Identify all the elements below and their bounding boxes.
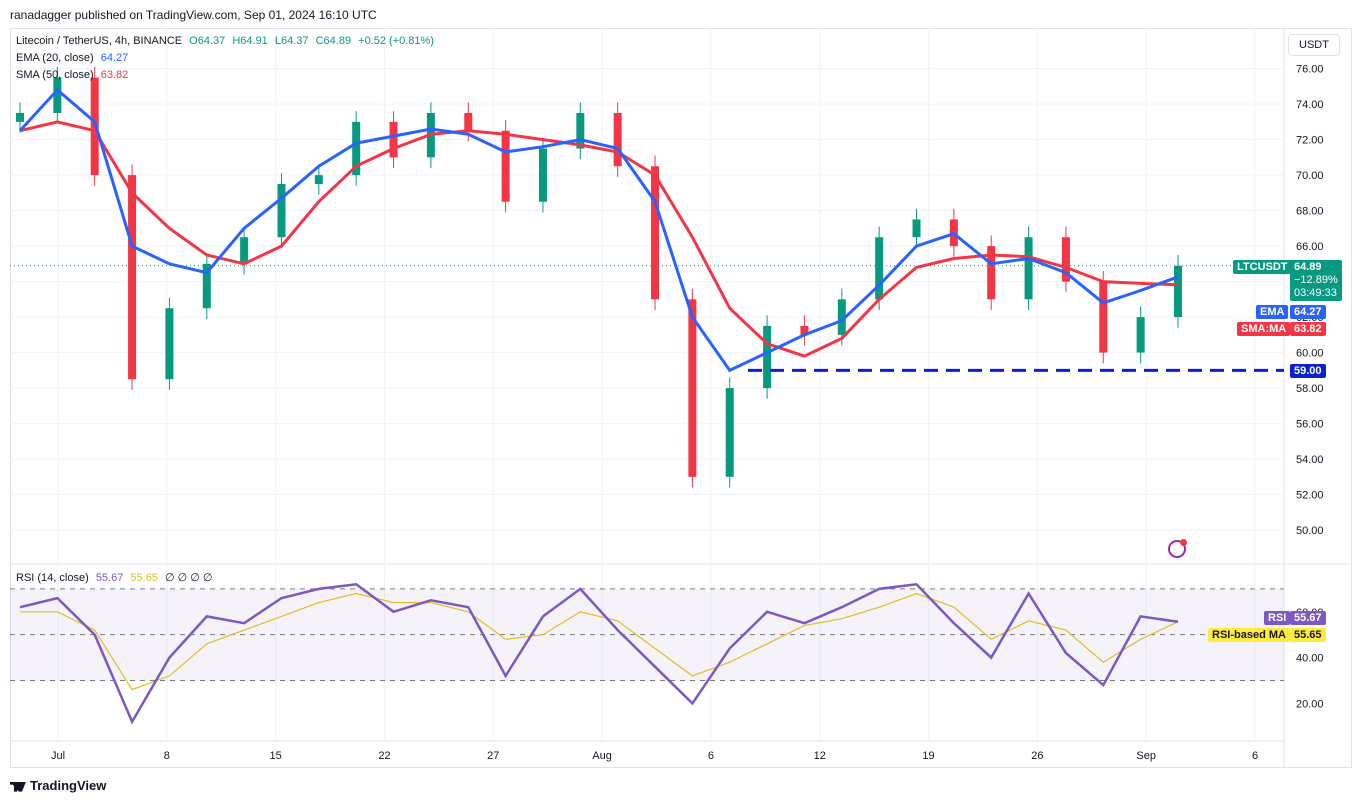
sma-line	[19, 120, 1179, 358]
high-value: H64.91	[232, 35, 268, 47]
tradingview-logo-icon	[10, 781, 26, 792]
support-tag: 59.00	[1290, 364, 1326, 378]
ema-tag: EMA	[1256, 305, 1289, 319]
candle-body	[389, 121, 398, 158]
candle-body	[800, 325, 809, 335]
price-tick-label: 76.00	[1296, 64, 1324, 76]
price-tick-label: 54.00	[1296, 454, 1324, 466]
price-tag-pct: −12.89%	[1294, 274, 1338, 286]
rsi-ma-line	[20, 592, 1179, 691]
time-tick-label: 6	[708, 750, 714, 762]
candle-body	[16, 112, 24, 122]
low-value: L64.37	[274, 35, 309, 47]
rsi-tag: RSI	[1264, 611, 1291, 625]
price-tag-value: 64.89	[1294, 261, 1322, 273]
sma-tag: SMA:MA	[1237, 322, 1291, 336]
candle-body	[1061, 237, 1070, 282]
symbol-title: Litecoin / TetherUS, 4h, BINANCE	[16, 35, 183, 47]
candle-body	[912, 219, 921, 238]
candle-body	[688, 299, 697, 477]
time-tick-label: 19	[922, 750, 934, 762]
candle-body	[725, 388, 734, 477]
candle-body	[538, 148, 547, 202]
open-value: O64.37	[189, 35, 226, 47]
time-tick-label: 27	[487, 750, 499, 762]
candle-body	[763, 325, 772, 389]
ema-legend-value: 64.27	[100, 52, 129, 64]
rsi-tick-label: 20.00	[1296, 698, 1324, 710]
time-tick-label: 15	[270, 750, 282, 762]
candle-body	[651, 166, 660, 300]
ema-tag-value: 64.27	[1290, 305, 1326, 319]
candle-body	[1136, 317, 1145, 353]
candle-body	[501, 130, 510, 202]
price-tag-countdown: 03:49:33	[1294, 287, 1337, 299]
tradingview-logo: TradingView	[10, 778, 106, 793]
sma-tag-value: 63.82	[1290, 322, 1326, 336]
candle-body	[1024, 237, 1033, 300]
candle-body	[613, 112, 622, 167]
rsi-tag-value: 55.67	[1290, 611, 1326, 625]
candle-body	[1174, 265, 1182, 318]
symbol-tag: LTCUSDT	[1233, 260, 1292, 274]
price-tick-label: 66.00	[1296, 241, 1324, 253]
price-tag: 64.89 −12.89% 03:49:33	[1290, 260, 1342, 301]
price-tick-label: 74.00	[1296, 99, 1324, 111]
price-tick-label: 58.00	[1296, 383, 1324, 395]
rsi-ma-tag-value: 55.65	[1290, 628, 1326, 642]
rsi-tick-label: 40.00	[1296, 653, 1324, 665]
change-value: +0.52 (+0.81%)	[358, 35, 434, 47]
candle-body	[165, 308, 174, 380]
candle-body	[128, 175, 137, 380]
tradingview-logo-text: TradingView	[30, 778, 107, 793]
rsi-legend: RSI (14, close) 55.67 55.65 ∅ ∅ ∅ ∅	[16, 571, 217, 584]
alert-icon[interactable]	[1168, 539, 1187, 558]
price-tick-label: 68.00	[1296, 206, 1324, 218]
rsi-legend-value: 55.67	[95, 572, 124, 584]
price-tick-label: 52.00	[1296, 490, 1324, 502]
time-tick-label: 8	[164, 750, 170, 762]
time-tick-label: 26	[1031, 750, 1043, 762]
candle-body	[277, 183, 286, 238]
rsi-legend-extra: ∅ ∅ ∅ ∅	[165, 572, 213, 584]
time-tick-label: 12	[814, 750, 826, 762]
ema-legend: EMA (20, close) 64.27	[16, 52, 132, 64]
sma-legend: SMA (50, close) 63.82	[16, 69, 132, 81]
price-tick-label: 50.00	[1296, 525, 1324, 537]
price-tick-label: 70.00	[1296, 170, 1324, 182]
rsi-legend-label: RSI (14, close)	[16, 572, 89, 584]
chart-frame	[10, 28, 1352, 768]
candle-body	[987, 246, 996, 300]
candle-body	[53, 77, 62, 113]
ema-line	[18, 87, 1179, 373]
rsi-ma-legend-value: 55.65	[130, 572, 158, 584]
candle-body	[837, 299, 846, 335]
candle-body	[576, 112, 585, 149]
candle-body	[1099, 281, 1108, 353]
publisher-credit: ranadagger published on TradingView.com,…	[10, 8, 377, 22]
currency-selector[interactable]: USDT	[1288, 34, 1340, 56]
time-tick-label: 22	[378, 750, 390, 762]
candle-body	[875, 237, 884, 300]
price-tick-label: 72.00	[1296, 135, 1324, 147]
time-tick-label: Jul	[51, 750, 65, 762]
price-tick-label: 60.00	[1296, 348, 1324, 360]
sma-legend-label: SMA (50, close)	[16, 69, 94, 81]
candle-body	[464, 112, 473, 131]
price-tick-label: 56.00	[1296, 419, 1324, 431]
rsi-line	[19, 582, 1179, 725]
close-value: C64.89	[315, 35, 352, 47]
candle-body	[240, 237, 249, 264]
ema-legend-label: EMA (20, close)	[16, 52, 94, 64]
time-tick-label: 6	[1252, 750, 1258, 762]
rsi-ma-tag: RSI-based MA	[1208, 628, 1290, 642]
candle-body	[352, 121, 361, 176]
candle-body	[202, 263, 211, 309]
time-tick-label: Aug	[592, 750, 612, 762]
candle-body	[314, 175, 323, 184]
time-tick-label: Sep	[1136, 750, 1156, 762]
symbol-legend: Litecoin / TetherUS, 4h, BINANCE O64.37 …	[16, 35, 438, 47]
sma-legend-value: 63.82	[100, 69, 129, 81]
